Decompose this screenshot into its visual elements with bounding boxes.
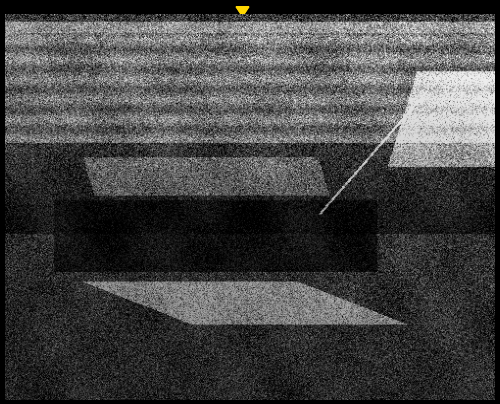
Polygon shape [236, 7, 249, 16]
Text: Base of sacrum: Base of sacrum [162, 301, 258, 330]
Text: Tuohy needle: Tuohy needle [346, 88, 448, 125]
Polygon shape [236, 7, 249, 16]
Text: Sacrococcygeal ligament: Sacrococcygeal ligament [95, 149, 252, 181]
Bar [0, 0, 500, 15]
